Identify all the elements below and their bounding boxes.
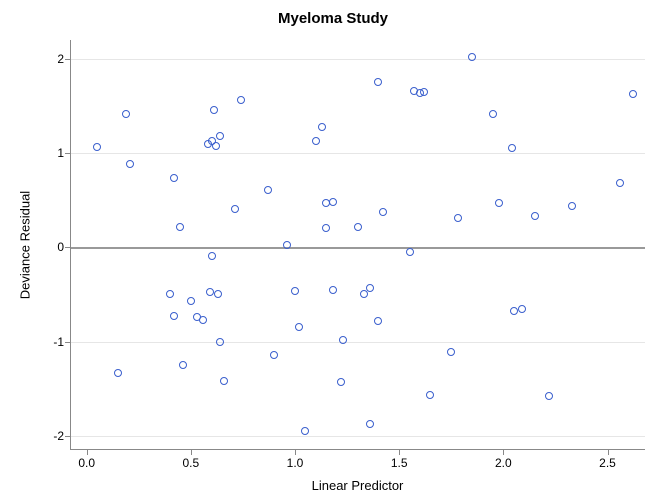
data-point xyxy=(220,377,228,385)
data-point xyxy=(468,53,476,61)
data-point xyxy=(518,305,526,313)
gridline-y xyxy=(70,436,645,437)
data-point xyxy=(231,205,239,213)
data-point xyxy=(318,123,326,131)
data-point xyxy=(379,208,387,216)
y-tick-label: 0 xyxy=(57,240,64,254)
x-tick-mark xyxy=(399,450,400,455)
x-tick-mark xyxy=(503,450,504,455)
data-point xyxy=(489,110,497,118)
data-point xyxy=(508,144,516,152)
data-point xyxy=(545,392,553,400)
data-point xyxy=(166,290,174,298)
data-point xyxy=(329,198,337,206)
y-axis-label: Deviance Residual xyxy=(18,191,33,299)
data-point xyxy=(354,223,362,231)
y-tick-label: -1 xyxy=(53,335,64,349)
x-tick-label: 1.0 xyxy=(287,456,304,470)
data-point xyxy=(495,199,503,207)
data-point xyxy=(337,378,345,386)
data-point xyxy=(212,142,220,150)
x-tick-mark xyxy=(87,450,88,455)
gridline-y xyxy=(70,342,645,343)
data-point xyxy=(126,160,134,168)
data-point xyxy=(366,284,374,292)
x-axis-label: Linear Predictor xyxy=(312,478,404,493)
x-tick-mark xyxy=(295,450,296,455)
data-point xyxy=(216,132,224,140)
y-tick-label: 2 xyxy=(57,52,64,66)
data-point xyxy=(208,252,216,260)
data-point xyxy=(374,78,382,86)
data-point xyxy=(312,137,320,145)
data-point xyxy=(568,202,576,210)
data-point xyxy=(374,317,382,325)
data-point xyxy=(270,351,278,359)
data-point xyxy=(426,391,434,399)
data-point xyxy=(291,287,299,295)
data-point xyxy=(210,106,218,114)
data-point xyxy=(93,143,101,151)
data-point xyxy=(420,88,428,96)
data-point xyxy=(329,286,337,294)
x-tick-mark xyxy=(608,450,609,455)
data-point xyxy=(339,336,347,344)
data-point xyxy=(510,307,518,315)
data-point xyxy=(264,186,272,194)
x-tick-label: 0.0 xyxy=(78,456,95,470)
data-point xyxy=(283,241,291,249)
data-point xyxy=(301,427,309,435)
x-tick-label: 2.5 xyxy=(599,456,616,470)
chart-title: Myeloma Study xyxy=(0,10,666,27)
data-point xyxy=(360,290,368,298)
data-point xyxy=(531,212,539,220)
data-point xyxy=(214,290,222,298)
data-point xyxy=(366,420,374,428)
x-axis-line xyxy=(70,449,645,450)
data-point xyxy=(176,223,184,231)
x-tick-label: 0.5 xyxy=(182,456,199,470)
x-tick-label: 1.5 xyxy=(391,456,408,470)
data-point xyxy=(295,323,303,331)
data-point xyxy=(629,90,637,98)
data-point xyxy=(322,224,330,232)
y-tick-label: -2 xyxy=(53,429,64,443)
gridline-y xyxy=(70,59,645,60)
y-axis-line xyxy=(70,40,71,450)
plot-area: -2-10120.00.51.01.52.02.5 xyxy=(70,40,645,450)
data-point xyxy=(187,297,195,305)
data-point xyxy=(454,214,462,222)
data-point xyxy=(406,248,414,256)
x-tick-label: 2.0 xyxy=(495,456,512,470)
data-point xyxy=(179,361,187,369)
gridline-y xyxy=(70,153,645,154)
scatter-chart: Myeloma Study -2-10120.00.51.01.52.02.5 … xyxy=(0,0,666,500)
x-tick-mark xyxy=(191,450,192,455)
data-point xyxy=(237,96,245,104)
data-point xyxy=(616,179,624,187)
data-point xyxy=(114,369,122,377)
gridline-y xyxy=(70,247,645,249)
data-point xyxy=(206,288,214,296)
data-point xyxy=(122,110,130,118)
data-point xyxy=(216,338,224,346)
y-tick-label: 1 xyxy=(57,146,64,160)
data-point xyxy=(170,174,178,182)
data-point xyxy=(199,316,207,324)
data-point xyxy=(447,348,455,356)
data-point xyxy=(170,312,178,320)
